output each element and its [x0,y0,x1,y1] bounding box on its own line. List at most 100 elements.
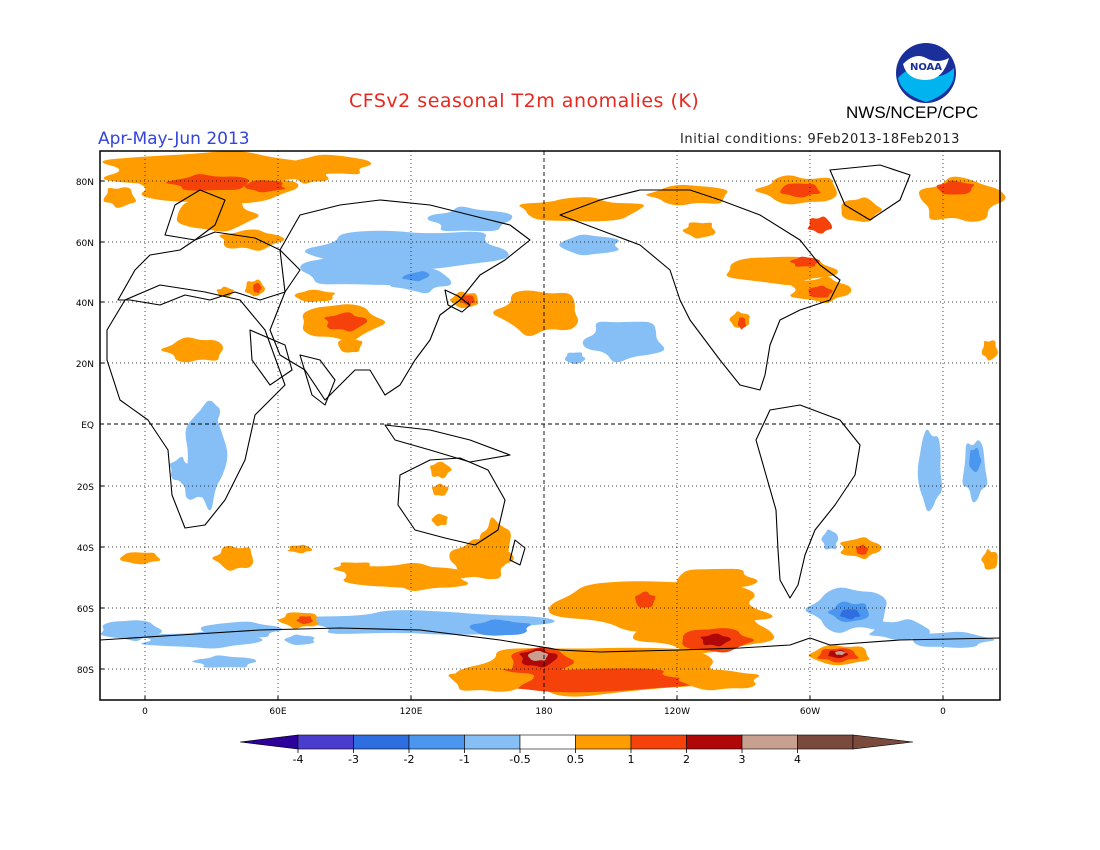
legend-label: 1 [628,753,635,766]
anomaly-region [682,222,716,239]
legend-swatch [797,734,854,750]
coastline [397,457,506,546]
coastline [755,404,861,599]
latitude-labels: 80N 60N 40N 20N EQ 20S 40S 60S 80S [76,178,104,676]
latitude-label: EQ [81,421,94,431]
anomaly-region [493,290,579,337]
anomaly-region [103,187,136,208]
legend-label: -2 [404,753,415,766]
anomaly-region [460,295,476,306]
anomaly-region [284,634,315,645]
legend-label: 0.5 [567,753,585,766]
anomaly-region [120,552,161,565]
anomaly-region [835,650,846,656]
noaa-logo-text: NOAA [910,62,942,73]
anomaly-region [780,183,821,198]
latitude-label: 40N [76,299,94,309]
coastline [444,289,471,313]
anomaly-region [427,206,513,232]
coastline [117,231,301,306]
anomaly-region [287,544,313,554]
legend-label: 2 [683,753,690,766]
anomaly-region [296,616,313,625]
anomaly-region [869,619,931,641]
latitude-label: 60N [76,239,94,249]
longitude-label: 60W [800,707,820,717]
legend-swatch [297,734,354,750]
coastline [249,329,293,386]
latitude-label: 40S [77,544,94,554]
longitude-label: 120W [664,707,690,717]
anomaly-region [253,282,262,294]
agency-label: NWS/NCEP/CPC [846,103,979,122]
latitude-label: 60S [77,605,94,615]
anomaly-region [338,336,363,353]
anomaly-region [912,631,995,648]
coastline [164,189,226,241]
anomaly-region [678,669,760,691]
legend-swatch [630,734,687,750]
legend-label: -0.5 [509,753,530,766]
legend-label: 3 [739,753,746,766]
longitude-label: 120E [400,707,423,717]
anomaly-region [856,544,869,555]
legend-swatch [575,734,632,750]
anomaly-region [479,517,511,569]
map-frame [99,150,1001,701]
legend-label: 4 [794,753,801,766]
legend-arrow-low [239,734,299,750]
legend-swatch [686,734,743,750]
anomaly-region [936,180,975,195]
coastline [509,539,526,566]
anomaly-region [808,285,833,298]
anomaly-region [448,667,535,692]
chart-title: CFSv2 seasonal T2m anomalies (K) [349,90,700,112]
anomaly-region [192,655,257,668]
anomaly-region [333,562,375,575]
initial-conditions: Initial conditions: 9Feb2013-18Feb2013 [680,132,961,147]
legend-swatch [464,734,521,750]
anomaly-region [604,651,688,669]
anomaly-region [431,483,449,496]
anomaly-region [216,286,234,297]
latitude-label: 80S [77,666,94,676]
anomaly-region [582,321,665,363]
legend-label: -4 [293,753,304,766]
coastline [106,284,286,529]
anomaly-region [737,317,747,330]
anomaly-region [324,312,368,332]
anomaly-region [841,197,882,222]
map-grid [100,151,1000,700]
anomaly-region [161,337,224,363]
anomaly-region [789,256,820,267]
legend-swatch [353,734,410,750]
anomaly-region [429,461,452,479]
anomaly-region [519,197,645,222]
anomaly-region [288,167,329,184]
anomaly-region [431,513,448,527]
anomaly-region [527,650,549,661]
color-legend: -4 -3 -2 -1 -0.5 0.5 1 2 3 4 [239,734,914,766]
anomaly-region [821,529,839,550]
legend-swatch [741,734,798,750]
legend-label: -1 [459,753,470,766]
anomaly-fields [100,151,1006,697]
longitude-label: 0 [142,707,148,717]
longitude-label: 180 [535,707,552,717]
anomaly-region [377,566,469,591]
anomaly-region [839,609,861,620]
legend-swatch [408,734,465,750]
coastline [559,189,841,391]
anomaly-region [166,174,249,191]
legend-arrow-high [852,734,914,750]
anomaly-region [200,621,283,638]
latitude-label: 20S [77,483,94,493]
anomaly-region [635,591,656,608]
anomaly-region [646,184,728,206]
anomaly-region [969,447,982,473]
legend-label: -3 [348,753,359,766]
legend-swatch [519,734,576,750]
anomaly-region [981,340,998,361]
anomaly-region [294,289,336,302]
